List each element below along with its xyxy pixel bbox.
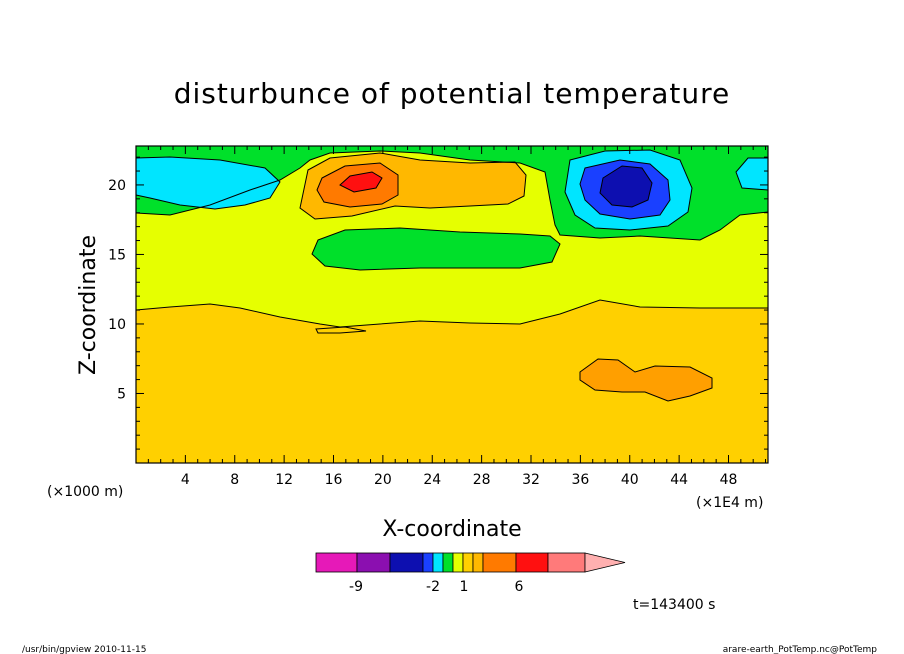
contour-fills (135, 146, 769, 463)
x-tick-label: 4 (181, 472, 190, 488)
contour-fill-red-core (340, 172, 382, 192)
x-unit-left: (×1000 m) (47, 484, 123, 500)
colorbar-segment (472, 552, 484, 573)
y-axis: 5 10 15 20 (108, 156, 768, 450)
colorbar-segment (547, 552, 586, 573)
time-annotation: t=143400 s (633, 597, 715, 613)
contour-line-10 (599, 165, 653, 208)
contour-line-1 (135, 299, 768, 328)
y-tick-label: 15 (108, 247, 126, 263)
contour-line-11 (735, 157, 769, 191)
colorbar-segment (452, 552, 464, 573)
x-axis: 4 8 12 16 20 24 28 32 36 40 44 48 (147, 146, 767, 488)
contour-line-7 (339, 171, 383, 193)
x-axis-title: X-coordinate (382, 517, 521, 542)
colorbar-tick-label: -2 (426, 579, 440, 595)
x-tick-label: 44 (670, 472, 688, 488)
contour-line-12 (579, 358, 713, 402)
colorbar-segment (515, 552, 549, 573)
contour-fill-navy-core (600, 166, 652, 207)
contour-fill-warm-patch (580, 359, 712, 401)
x-tick-label: 48 (720, 472, 738, 488)
x-tick-label: 36 (571, 472, 589, 488)
colorbar-tick-label: 1 (460, 579, 469, 595)
colorbar-segment (389, 552, 424, 573)
y-tick-label: 5 (117, 386, 126, 402)
y-axis-title: Z-coordinate (76, 235, 101, 375)
contour-line-13 (315, 326, 367, 334)
colorbar-arrow (584, 552, 626, 573)
colorbar-segment (315, 552, 358, 573)
x-unit-right: (×1E4 m) (696, 495, 763, 511)
colorbar-segment (442, 552, 454, 573)
contour-line-4 (135, 156, 281, 210)
x-tick-label: 24 (423, 472, 441, 488)
contour-line-6 (316, 162, 399, 208)
plot-frame (135, 145, 769, 464)
colorbar-tick-label: -9 (349, 579, 363, 595)
contour-fill-green-mid (312, 228, 560, 270)
contour-fill-cyan-left (136, 157, 280, 209)
x-tick-label: 40 (621, 472, 639, 488)
colorbar-segment (462, 552, 474, 573)
colorbar (315, 552, 626, 573)
footer-right: arare-earth_PotTemp.nc@PotTemp (723, 645, 878, 654)
x-tick-label: 20 (374, 472, 392, 488)
colorbar-segment (422, 552, 434, 573)
x-tick-label: 28 (473, 472, 491, 488)
contour-line-9 (579, 159, 671, 220)
x-tick-label: 8 (230, 472, 239, 488)
contour-line-5 (299, 152, 527, 220)
y-tick-label: 10 (108, 317, 126, 333)
colorbar-tick-label: 6 (515, 579, 524, 595)
colorbar-segment (432, 552, 444, 573)
contour-fill-cyan-edge (736, 158, 768, 190)
chart-title: disturbunce of potential temperature (174, 77, 731, 110)
footer-left: /usr/bin/gpview 2010-11-15 (22, 645, 146, 654)
x-tick-label: 12 (275, 472, 293, 488)
colorbar-segment (482, 552, 517, 573)
x-tick-label: 32 (522, 472, 540, 488)
x-tick-label: 16 (325, 472, 343, 488)
contour-line-3 (311, 227, 561, 271)
contour-line-2 (135, 150, 769, 241)
colorbar-labels: -9 -2 1 6 (349, 579, 524, 595)
colorbar-segment (356, 552, 391, 573)
y-tick-label: 20 (108, 178, 126, 194)
contour-line-8 (564, 149, 693, 231)
